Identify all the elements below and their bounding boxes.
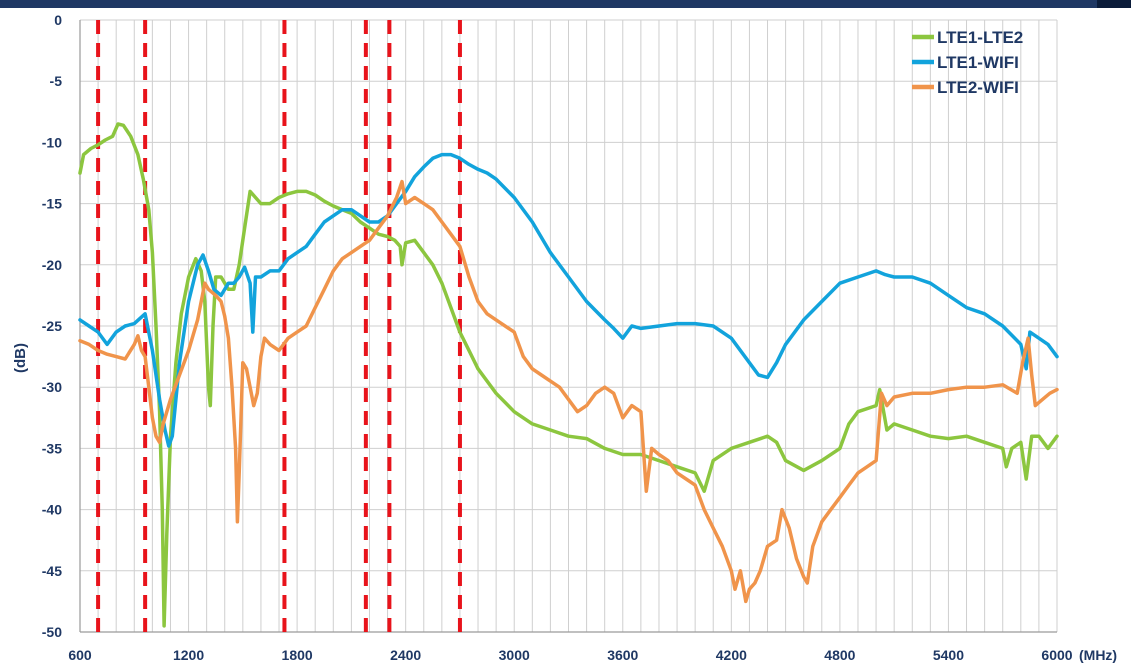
series-line-lte2-wifi bbox=[78, 179, 1059, 604]
x-tick-label: 3000 bbox=[499, 647, 530, 663]
x-tick-label: 1800 bbox=[282, 647, 313, 663]
top-banner-corner bbox=[1097, 0, 1131, 8]
axis-layer: 0 -5 -10 -15 -20 -25 -30 -35 -40 -45 -50 600 1200 180… bbox=[42, 12, 1073, 663]
label-layer: (MHz) (dB) bbox=[12, 343, 1117, 663]
y-tick-label: 0 bbox=[54, 12, 62, 28]
x-tick-label: 2400 bbox=[390, 647, 421, 663]
series-line-lte1-wifi bbox=[78, 152, 1059, 448]
x-tick-label: 5400 bbox=[933, 647, 964, 663]
marker-layer bbox=[96, 20, 462, 632]
y-tick-label: -10 bbox=[42, 134, 62, 150]
top-banner-bar bbox=[0, 0, 1131, 8]
x-tick-label: 600 bbox=[68, 647, 92, 663]
y-tick-label: -50 bbox=[42, 624, 62, 640]
x-tick-label: 1200 bbox=[173, 647, 204, 663]
y-tick-label: -35 bbox=[42, 440, 62, 456]
legend-label: LTE2-WIFI bbox=[937, 78, 1019, 97]
x-tick-label: 6000 bbox=[1041, 647, 1072, 663]
series-layer bbox=[78, 122, 1059, 628]
y-tick-label: -5 bbox=[50, 73, 63, 89]
grid-layer bbox=[79, 19, 1058, 633]
y-axis-label: (dB) bbox=[12, 343, 29, 373]
y-tick-label: -15 bbox=[42, 196, 62, 212]
y-tick-label: -20 bbox=[42, 257, 62, 273]
x-tick-label: 4200 bbox=[716, 647, 747, 663]
legend-label: LTE1-LTE2 bbox=[937, 28, 1023, 47]
y-tick-label: -25 bbox=[42, 318, 62, 334]
y-tick-label: -45 bbox=[42, 563, 62, 579]
legend: LTE1-LTE2 LTE1-WIFI LTE2-WIFI bbox=[912, 28, 1023, 97]
y-tick-label: -30 bbox=[42, 379, 62, 395]
series-line-lte1-lte2 bbox=[78, 122, 1059, 628]
y-tick-label: -40 bbox=[42, 502, 62, 518]
legend-label: LTE1-WIFI bbox=[937, 53, 1019, 72]
x-tick-label: 4800 bbox=[824, 647, 855, 663]
x-tick-label: 3600 bbox=[607, 647, 638, 663]
x-axis-unit-label: (MHz) bbox=[1079, 647, 1117, 663]
